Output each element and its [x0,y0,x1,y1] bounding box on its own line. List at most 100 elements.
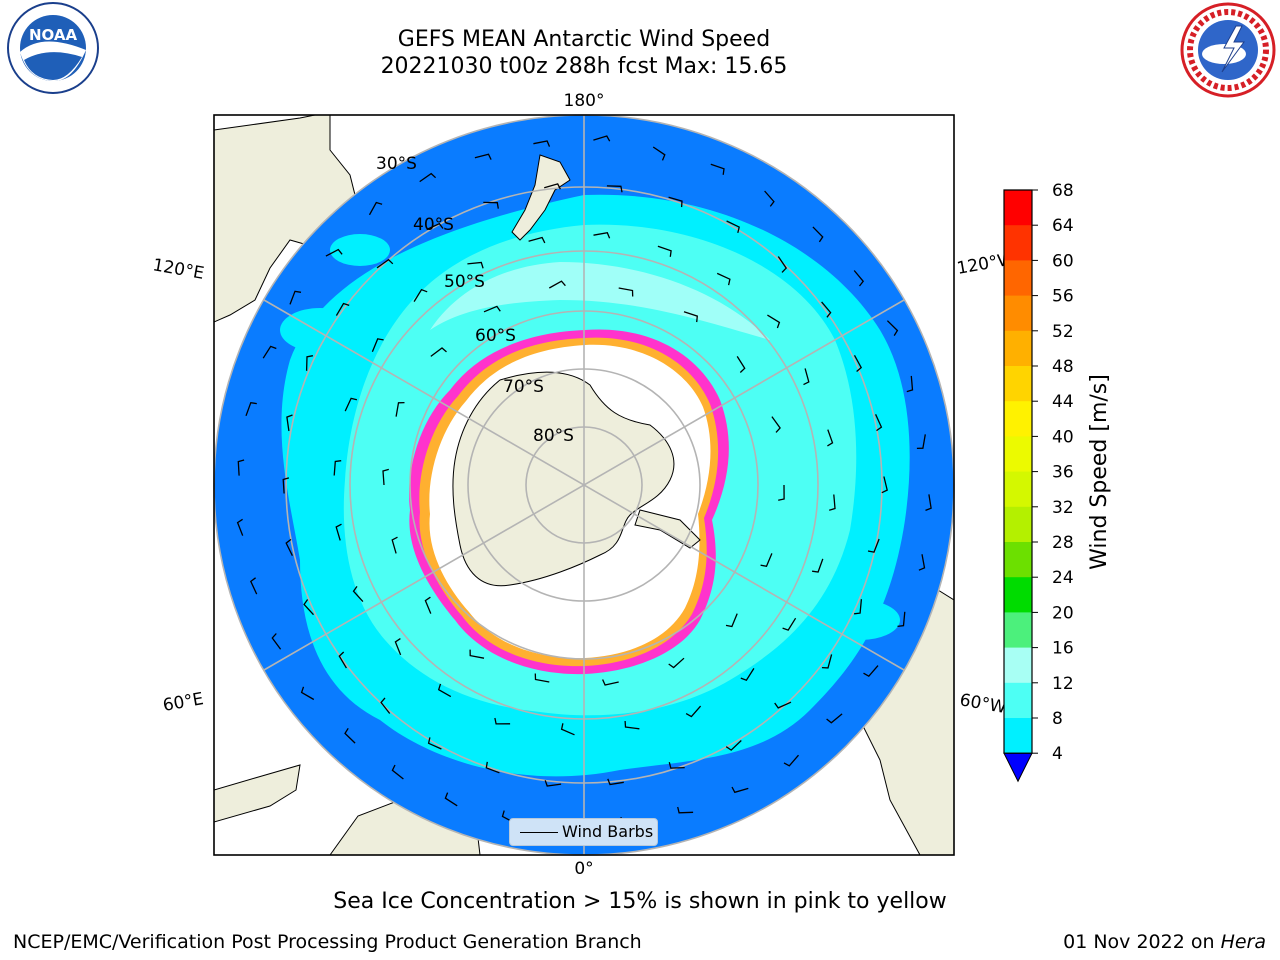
nws-logo [1180,2,1276,98]
wind-barb [740,668,755,681]
colorbar-segment [1004,506,1032,543]
wind-barb [419,172,437,183]
colorbar-segment [1004,471,1032,508]
wind-barb [249,577,258,595]
wind-barb [668,657,685,669]
wind-barb [886,320,899,336]
wind-barb [437,683,452,698]
wind-barb [544,183,561,190]
wind-speed-colorbar: 68 64 60 56 52 48 44 40 36 32 28 24 20 16 12 8 4 [1003,181,1074,783]
wind-barb [382,468,389,486]
lat-label-80s: 80°S [533,426,574,446]
colorbar-segment [1004,647,1032,684]
colorbar-segment [1004,718,1032,754]
wind-barb [668,762,685,769]
wind-barb [560,723,575,736]
colorbar-tick-label: 12 [1052,674,1074,694]
wind-barb [371,338,384,353]
wind-barb [494,717,511,725]
colorbar-tick-label: 36 [1052,463,1074,483]
colorbar-tick-label: 48 [1052,357,1074,377]
wind-barb [300,686,315,701]
wind-barb [760,553,773,568]
wind-barb [725,613,738,628]
wind-barb [710,163,725,175]
wind-barb [918,554,926,571]
wind-barb [618,287,634,297]
wind-barb [424,596,432,614]
wind-barb [854,599,863,615]
wind-barb [485,761,500,774]
wind-barb [726,220,740,234]
wind-barb [668,196,683,208]
wind-barb [764,190,775,207]
colorbar-tick-label: 44 [1052,392,1074,412]
lat-label-50s: 50°S [444,272,485,292]
wind-barb [474,153,492,160]
wind-barb [821,654,833,669]
africa-land [214,764,301,823]
colorbar-segment [1004,682,1032,719]
wind-barb [593,231,611,239]
wind-barb [867,538,880,553]
colorbar-segment [1004,260,1032,297]
wind-barb [736,356,746,373]
wind-barb [335,302,350,316]
lon-label-120e: 120°E [151,255,205,284]
wind-barb [534,673,550,683]
wind-barb [916,434,926,450]
colorbar-tick-label: 52 [1052,322,1074,342]
wind-barb [483,305,501,313]
wind-barb [237,459,245,476]
wind-barb [285,538,293,556]
colorbar-segment [1004,330,1032,367]
wind-barb [853,270,865,287]
wind-barb [245,401,257,417]
wind-barb [853,354,863,372]
wind-barb [413,288,428,302]
wind-barb [394,638,402,656]
wind-barb [548,280,566,289]
colorbar-tick-label: 56 [1052,287,1074,307]
wind-barb [533,140,551,147]
wind-barb [544,780,562,787]
colorbar-tick-label: 28 [1052,533,1074,553]
wind-barb [881,476,888,494]
wind-barb [677,806,694,814]
lon-label-60e: 60°E [161,689,205,716]
wind-barb [778,484,785,501]
colorbar-segment [1004,190,1032,226]
wind-barb [821,301,832,318]
colorbar-segment [1004,612,1032,649]
colorbar-segment [1004,225,1032,261]
wind-barb [725,740,742,751]
lon-label-180: 180° [564,91,605,111]
wind-barb [236,518,244,536]
wind-barb [657,245,672,257]
wind-barb [528,236,546,244]
wind-barb [426,222,444,231]
wind-barb [271,633,282,650]
wind-barb [286,414,293,432]
wind-barb [803,368,810,386]
wind-barb [427,737,442,750]
noaa-logo: NOAA [7,2,99,94]
wind-band-16-20 [430,262,770,340]
date-text: 01 Nov 2022 on [1063,931,1221,953]
wind-barb [607,778,624,786]
colorbar-tick-label: 40 [1052,427,1074,447]
wind-barb [783,754,799,767]
wind-barb [593,135,611,142]
colorbar-segment [1004,401,1032,437]
wind-barb [906,375,914,393]
new-zealand-land [511,154,571,241]
wind-barb [352,586,364,603]
wind-barb [325,248,343,257]
colorbar-segment [1004,295,1032,332]
wind-barb [430,347,447,357]
colorbar-tick-label: 16 [1052,639,1074,659]
lat-label-60s: 60°S [475,326,516,346]
sea-ice-footnote: Sea Ice Concentration > 15% is shown in … [333,889,947,914]
colorbar-label: Wind Speed [m/s] [1087,374,1112,570]
wind-barb [767,314,781,329]
